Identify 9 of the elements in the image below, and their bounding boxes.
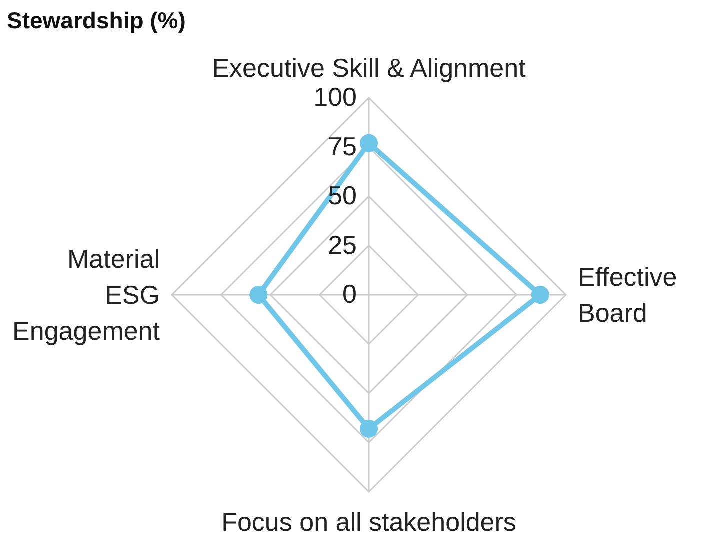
y-tick-label: 100: [314, 82, 357, 112]
y-tick-label: 0: [342, 279, 357, 309]
spoke-label: Effective Board: [578, 262, 678, 328]
spoke-label: Executive Skill & Alignment: [212, 53, 527, 83]
y-tick-label: 75: [328, 131, 357, 162]
chart-title: Stewardship (%): [7, 8, 186, 34]
y-tick-label: 25: [328, 230, 357, 260]
spoke-label: Focus on all stakeholders: [222, 507, 516, 537]
spoke-label: Material ESG Engagement: [12, 244, 161, 346]
